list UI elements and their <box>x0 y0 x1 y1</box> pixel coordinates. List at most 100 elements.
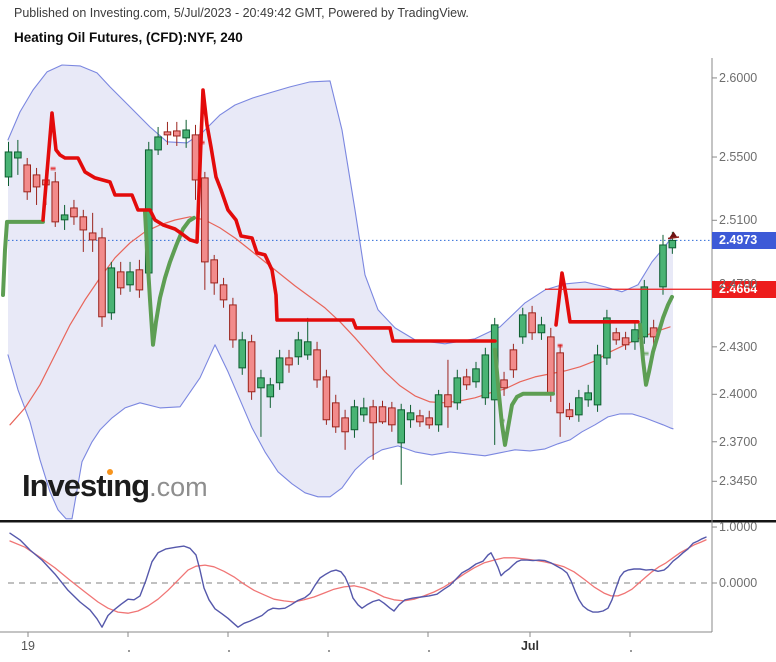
candle-body <box>360 407 368 416</box>
alert-price-badge: 2.4664 <box>712 280 776 298</box>
supertrend-green-line <box>638 294 674 387</box>
candle-body <box>621 337 630 346</box>
candle-body <box>23 164 31 193</box>
candle-body <box>434 394 443 426</box>
time-axis-label: 19 <box>21 639 35 653</box>
candle-body <box>378 406 387 423</box>
candle-body <box>528 312 536 334</box>
time-axis-dot <box>630 650 632 652</box>
published-line: Published on Investing.com, 5/Jul/2023 -… <box>14 6 469 20</box>
candle-body <box>556 352 564 414</box>
candle-body <box>238 339 247 369</box>
time-axis-dot <box>128 650 130 652</box>
price-tick-label: 2.5500 <box>719 150 758 165</box>
time-axis-dot <box>328 650 330 652</box>
candle-body <box>154 136 162 151</box>
price-tick-label: 2.4700 <box>719 276 758 291</box>
price-tick-label: 2.6000 <box>719 70 758 85</box>
oscillator-signal-line <box>9 539 707 614</box>
candle-body <box>500 379 508 389</box>
time-axis-label: Jul <box>520 639 540 653</box>
price-tick-label: 2.4300 <box>719 339 758 354</box>
candle-body <box>547 336 555 396</box>
candle-body <box>668 239 677 249</box>
bollinger-upper-line <box>7 64 674 345</box>
candle-body <box>303 341 312 356</box>
logo-orange-dot-i: ı <box>105 468 115 503</box>
candle-body <box>416 415 424 423</box>
price-tick-label: 2.5100 <box>719 213 758 228</box>
current-price-arrow-icon <box>669 231 678 238</box>
supertrend-green-line <box>143 209 196 347</box>
candle-body <box>593 354 602 406</box>
candle-body <box>219 284 228 301</box>
candle-body <box>575 397 583 416</box>
pane-separator <box>0 520 776 523</box>
candle-body <box>247 341 256 393</box>
candle-body <box>79 216 88 231</box>
candle-body <box>444 394 452 408</box>
bollinger-lower-line <box>7 344 674 520</box>
candle-body <box>341 417 349 433</box>
candle-body <box>518 314 527 338</box>
candle-body <box>350 406 359 431</box>
candle-body <box>453 377 462 404</box>
candle-body <box>98 237 106 318</box>
candle-body <box>88 232 97 241</box>
supertrend-red-line <box>554 271 640 327</box>
time-axis-dot <box>228 650 230 652</box>
candle-body <box>60 214 69 221</box>
candle-body <box>425 417 434 426</box>
signal-marker-icon: ≡ <box>499 416 506 425</box>
candle-body <box>509 349 518 371</box>
signal-marker-icon: ≡ <box>50 164 57 173</box>
candle-body <box>275 357 284 384</box>
oscillator-tick-label: 0.0000 <box>719 576 758 590</box>
supertrend-red-line <box>41 88 497 343</box>
bollinger-band-fill <box>8 65 673 519</box>
candle-body <box>565 409 574 418</box>
time-axis-dot <box>428 650 430 652</box>
candle-body <box>257 377 265 389</box>
candle-body <box>201 177 209 263</box>
candle-body <box>294 339 303 358</box>
candle-body <box>4 151 13 178</box>
signal-marker-icon: ≡ <box>199 138 206 147</box>
oscillator-tick-label: 1.0000 <box>719 520 758 535</box>
candle-body <box>331 402 340 428</box>
candle-body <box>32 174 41 188</box>
candle-body <box>107 267 116 314</box>
candle-body <box>126 271 134 286</box>
candle-body <box>537 324 546 334</box>
candle-body <box>462 376 471 386</box>
candle-body <box>210 259 218 284</box>
chart-title: Heating Oil Futures, (CFD):NYF, 240 <box>14 30 243 45</box>
candle-body <box>406 412 415 421</box>
candle-body <box>659 244 667 288</box>
candle-body <box>229 304 237 341</box>
candle-body <box>173 130 181 137</box>
last-price-badge: 2.4973 <box>712 231 776 249</box>
signal-marker-icon: ≡ <box>557 341 564 350</box>
candle-body <box>313 349 321 381</box>
current-price-tick-icon <box>667 236 680 240</box>
price-tick-label: 2.3450 <box>719 474 758 489</box>
logo-suffix: .com <box>149 472 208 502</box>
investing-watermark: Investıng.com <box>22 468 208 504</box>
price-tick-label: 2.4000 <box>719 387 758 402</box>
supertrend-green-line <box>493 347 555 447</box>
candle-body <box>640 286 649 338</box>
logo-brand: Investıng <box>22 468 150 503</box>
candle-body <box>397 409 405 444</box>
candle-body <box>631 329 639 343</box>
candle-body <box>14 151 22 159</box>
candle-body <box>285 357 293 366</box>
candle-body <box>322 376 331 421</box>
candle-body <box>163 131 172 136</box>
candle-body <box>481 354 490 399</box>
signal-marker-icon: ≡ <box>643 349 650 358</box>
candle-body <box>603 317 611 359</box>
candle-body <box>51 181 60 223</box>
